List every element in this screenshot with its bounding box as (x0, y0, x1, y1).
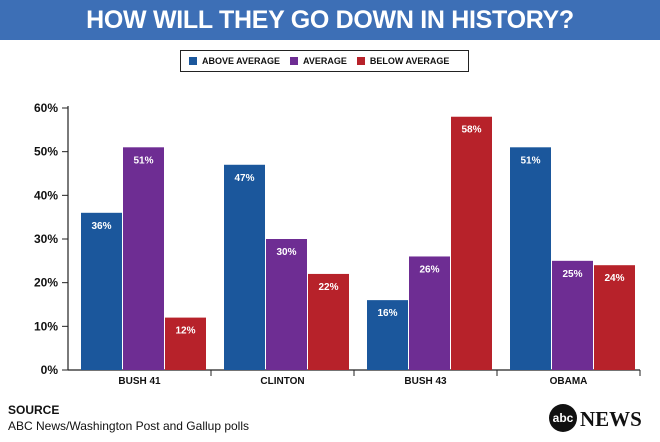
legend-label-above-average: ABOVE AVERAGE (202, 56, 281, 66)
abc-logo-mark: abc (553, 411, 574, 425)
data-label: 24% (604, 273, 624, 284)
legend-swatch-above-average (189, 57, 197, 65)
y-tick-label: 60% (34, 101, 58, 115)
bar (266, 239, 307, 370)
legend-item-below-average: BELOW AVERAGE (356, 56, 450, 66)
y-tick-label: 40% (34, 188, 58, 202)
bar (81, 212, 122, 370)
bar (409, 256, 450, 370)
legend-item-above-average: ABOVE AVERAGE (189, 56, 280, 66)
legend-label-below-average: BELOW AVERAGE (369, 56, 450, 66)
bar (308, 273, 349, 370)
data-label: 36% (91, 221, 111, 232)
category-label: CLINTON (260, 376, 304, 387)
legend-swatch-below-average (356, 57, 365, 65)
news-logo-word: NEWS (580, 407, 642, 431)
chart-title: HOW WILL THEY GO DOWN IN HISTORY? (86, 5, 574, 34)
legend: ABOVE AVERAGE AVERAGE BELOW AVERAGE (180, 50, 469, 72)
source-text: ABC News/Washington Post and Gallup poll… (8, 419, 250, 433)
data-label: 47% (234, 173, 254, 184)
y-tick-label: 50% (34, 145, 58, 159)
data-label: 22% (318, 282, 338, 293)
legend-swatch-average (290, 57, 299, 65)
y-tick-label: 10% (34, 319, 58, 333)
bar (367, 300, 408, 370)
bar (224, 164, 265, 370)
data-label: 58% (461, 125, 481, 136)
abc-logo-circle (549, 404, 577, 432)
bar (451, 116, 492, 370)
y-tick-label: 0% (41, 363, 59, 377)
source-heading: SOURCE (8, 403, 60, 417)
bar-chart: 0% 10% 20% 30% 40% 50% 60% BUSH 41 36% 51% 12% CLIN… (34, 101, 641, 387)
category-label: BUSH 43 (404, 376, 447, 387)
data-label: 16% (377, 308, 397, 319)
category-label: BUSH 41 (118, 376, 161, 387)
bar (594, 265, 635, 370)
y-tick-label: 20% (34, 276, 58, 290)
data-label: 51% (133, 155, 153, 166)
chart-title-bar: HOW WILL THEY GO DOWN IN HISTORY? (0, 0, 660, 40)
category-label: OBAMA (550, 376, 588, 387)
data-label: 30% (276, 247, 296, 258)
abc-news-logo: abc NEWS (549, 404, 642, 432)
bar (552, 260, 593, 370)
y-tick-label: 30% (34, 232, 58, 246)
bar (123, 147, 164, 370)
data-label: 26% (419, 264, 439, 275)
bar (510, 147, 551, 370)
legend-label-average: AVERAGE (303, 56, 347, 66)
legend-item-average: AVERAGE (290, 56, 347, 66)
data-label: 51% (520, 155, 540, 166)
data-label: 25% (562, 269, 582, 280)
bar (165, 317, 206, 370)
data-label: 12% (175, 326, 195, 337)
